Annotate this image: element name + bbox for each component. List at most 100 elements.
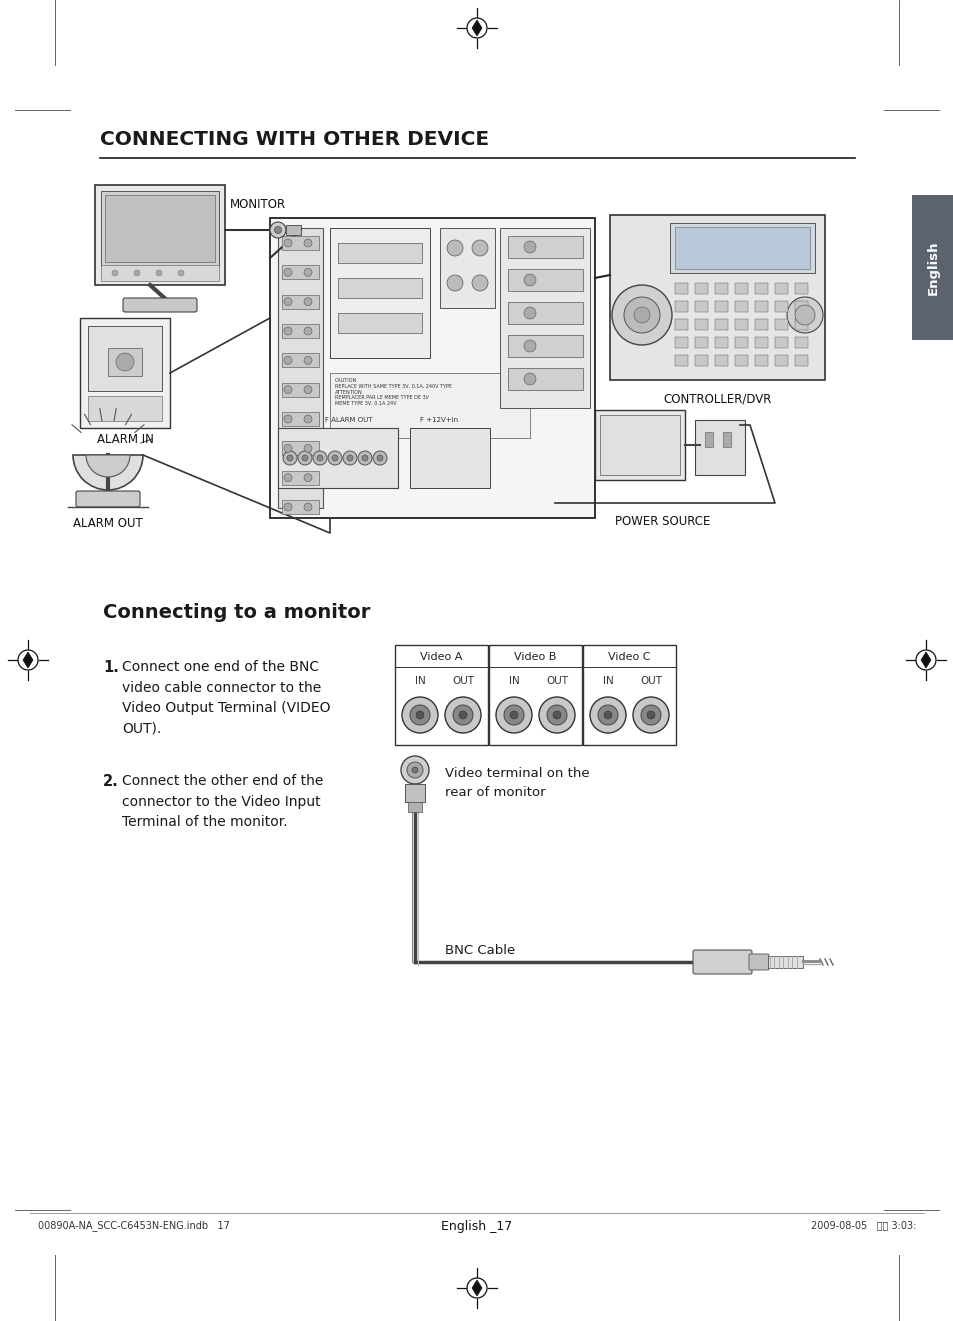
Circle shape xyxy=(523,240,536,254)
FancyBboxPatch shape xyxy=(734,301,747,312)
FancyBboxPatch shape xyxy=(282,470,318,485)
Circle shape xyxy=(304,415,312,423)
FancyBboxPatch shape xyxy=(507,236,582,258)
FancyBboxPatch shape xyxy=(675,283,687,295)
FancyBboxPatch shape xyxy=(794,318,807,330)
Circle shape xyxy=(304,503,312,511)
Circle shape xyxy=(156,269,162,276)
Circle shape xyxy=(284,239,292,247)
FancyBboxPatch shape xyxy=(774,318,787,330)
Text: Connecting to a monitor: Connecting to a monitor xyxy=(103,602,370,622)
FancyBboxPatch shape xyxy=(286,225,301,235)
FancyBboxPatch shape xyxy=(270,218,595,518)
Circle shape xyxy=(603,711,612,719)
Text: F ALARM OUT: F ALARM OUT xyxy=(325,417,372,423)
Circle shape xyxy=(284,297,292,305)
FancyBboxPatch shape xyxy=(595,410,684,480)
FancyBboxPatch shape xyxy=(754,355,767,366)
FancyBboxPatch shape xyxy=(108,347,142,376)
FancyBboxPatch shape xyxy=(754,283,767,295)
Circle shape xyxy=(297,450,312,465)
Text: Video C: Video C xyxy=(608,653,650,662)
Circle shape xyxy=(412,768,417,773)
FancyBboxPatch shape xyxy=(734,355,747,366)
FancyBboxPatch shape xyxy=(507,369,582,390)
Circle shape xyxy=(447,240,462,256)
Text: IN: IN xyxy=(602,676,613,686)
FancyBboxPatch shape xyxy=(88,326,162,391)
FancyBboxPatch shape xyxy=(754,318,767,330)
Circle shape xyxy=(304,444,312,452)
FancyBboxPatch shape xyxy=(282,353,318,367)
FancyBboxPatch shape xyxy=(754,337,767,347)
FancyBboxPatch shape xyxy=(675,301,687,312)
FancyBboxPatch shape xyxy=(714,355,727,366)
FancyBboxPatch shape xyxy=(714,283,727,295)
Circle shape xyxy=(444,697,480,733)
Circle shape xyxy=(553,711,560,719)
FancyBboxPatch shape xyxy=(695,318,707,330)
FancyBboxPatch shape xyxy=(88,396,162,421)
FancyBboxPatch shape xyxy=(123,299,196,312)
FancyBboxPatch shape xyxy=(695,283,707,295)
Wedge shape xyxy=(73,454,143,490)
FancyBboxPatch shape xyxy=(507,269,582,291)
Circle shape xyxy=(316,454,323,461)
Wedge shape xyxy=(86,454,130,477)
FancyBboxPatch shape xyxy=(734,337,747,347)
FancyBboxPatch shape xyxy=(675,337,687,347)
FancyBboxPatch shape xyxy=(774,355,787,366)
Circle shape xyxy=(284,503,292,511)
FancyBboxPatch shape xyxy=(774,301,787,312)
Text: OUT: OUT xyxy=(639,676,661,686)
Circle shape xyxy=(328,450,341,465)
Circle shape xyxy=(523,339,536,351)
Text: ALARM OUT: ALARM OUT xyxy=(73,517,143,530)
Circle shape xyxy=(447,275,462,291)
FancyBboxPatch shape xyxy=(282,295,318,309)
Circle shape xyxy=(284,357,292,365)
Circle shape xyxy=(284,415,292,423)
Circle shape xyxy=(538,697,575,733)
FancyBboxPatch shape xyxy=(282,441,318,456)
Circle shape xyxy=(416,711,423,719)
Text: BNC Cable: BNC Cable xyxy=(444,945,515,956)
FancyBboxPatch shape xyxy=(489,645,581,745)
Text: IN: IN xyxy=(415,676,425,686)
Circle shape xyxy=(612,285,671,345)
FancyBboxPatch shape xyxy=(714,318,727,330)
Polygon shape xyxy=(472,1280,481,1296)
FancyBboxPatch shape xyxy=(80,318,170,428)
FancyBboxPatch shape xyxy=(76,491,140,507)
Circle shape xyxy=(410,705,430,725)
Text: CAUTION
REPLACE WITH SAME TYPE 3V, 0.1A, 240V TYPE
ATTENTION
REMPLACER PAR LE ME: CAUTION REPLACE WITH SAME TYPE 3V, 0.1A,… xyxy=(335,378,452,406)
FancyBboxPatch shape xyxy=(734,318,747,330)
FancyBboxPatch shape xyxy=(734,283,747,295)
Circle shape xyxy=(458,711,467,719)
FancyBboxPatch shape xyxy=(714,301,727,312)
FancyBboxPatch shape xyxy=(395,645,488,745)
Circle shape xyxy=(453,705,473,725)
FancyBboxPatch shape xyxy=(774,283,787,295)
FancyBboxPatch shape xyxy=(337,277,421,299)
Circle shape xyxy=(361,454,368,461)
Circle shape xyxy=(546,705,566,725)
FancyBboxPatch shape xyxy=(774,337,787,347)
Circle shape xyxy=(304,239,312,247)
Circle shape xyxy=(472,275,488,291)
FancyBboxPatch shape xyxy=(408,802,421,812)
Circle shape xyxy=(646,711,655,719)
FancyBboxPatch shape xyxy=(692,950,751,974)
Text: Video terminal on the
rear of monitor: Video terminal on the rear of monitor xyxy=(444,768,589,799)
Circle shape xyxy=(304,357,312,365)
Circle shape xyxy=(634,306,649,324)
Circle shape xyxy=(304,386,312,394)
FancyBboxPatch shape xyxy=(101,266,219,281)
Circle shape xyxy=(640,705,660,725)
Circle shape xyxy=(284,474,292,482)
Circle shape xyxy=(589,697,625,733)
Circle shape xyxy=(284,268,292,276)
FancyBboxPatch shape xyxy=(695,301,707,312)
FancyBboxPatch shape xyxy=(794,337,807,347)
Circle shape xyxy=(407,762,422,778)
